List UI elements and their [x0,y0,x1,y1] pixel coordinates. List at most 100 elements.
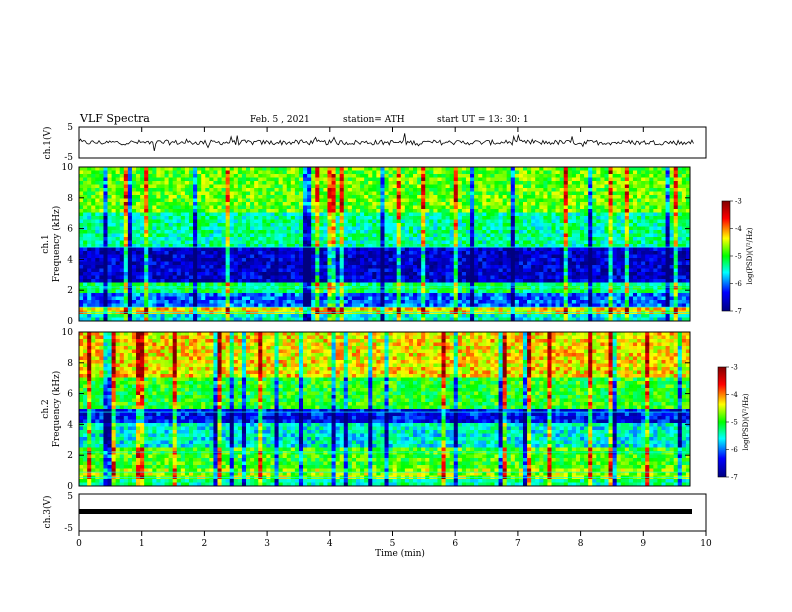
spectrogram-cell [123,265,129,269]
spectrogram-cell [95,233,100,238]
spectrogram-cell [225,202,231,206]
spectrogram-cell [115,240,121,245]
spectrogram-cell [620,237,626,241]
spectrogram-cell [486,219,491,224]
spectrogram-cell [360,202,365,206]
spectrogram-cell [620,191,626,196]
spectrogram-cell [290,223,296,227]
spectrogram-cell [107,254,112,259]
spectrogram-cell [441,170,446,175]
spectrogram-cell [551,184,556,189]
spectrogram-cell [95,181,100,185]
spectrogram-cell [535,268,540,273]
spectrogram-cell [575,279,581,283]
spectrogram-cell [107,184,112,189]
spectrogram-cell [604,244,609,248]
spectrogram-cell [372,237,377,241]
spectrogram-cell [502,191,508,196]
spectrogram-cell [368,244,373,248]
spectrogram-cell [486,174,491,178]
spectrogram-cell [453,272,459,276]
spectrogram-cell [522,226,528,231]
spectrogram-cell [527,275,532,280]
spectrogram-cell [661,237,666,241]
spectrogram-cell [123,191,129,196]
spectrogram-cell [514,279,520,283]
spectrogram-cell [294,170,300,175]
spectrogram-cell [665,195,671,199]
spectrogram-cell [531,195,536,199]
spectrogram-cell [254,272,259,276]
spectrogram-cell [347,174,353,178]
spectrogram-cell [347,167,353,171]
spectrogram-cell [539,191,544,196]
spectrogram-cell [136,258,141,262]
spectrogram-cell [205,202,210,206]
spectrogram-cell [563,181,569,185]
spectrogram-cell [575,181,581,185]
spectrogram-cell [588,191,593,196]
spectrogram-cell [79,205,84,210]
spectrogram-cell [136,198,141,203]
spectrogram-cell [470,237,475,241]
spectrogram-cell [449,167,455,171]
spectrogram-cell [168,184,174,189]
spectrogram-cell [527,202,532,206]
spectrogram-cell [453,198,459,203]
spectrogram-cell [107,279,112,283]
spectrogram-cell [250,237,255,241]
spectrogram-cell [91,198,96,203]
spectrogram-cell [518,275,524,280]
spectrogram-cell [559,188,565,192]
spectrogram-cell [400,167,406,171]
spectrogram-cell [580,212,585,217]
spectrogram-cell [343,275,349,280]
spectrogram-cell [641,202,646,206]
spectrogram-cell [168,254,174,259]
spectrogram-cell [486,216,491,220]
spectrogram-cell [303,251,308,255]
spectrogram-cell [136,205,141,210]
spectrogram-cell [567,275,573,280]
spectrogram-cell [641,216,646,220]
spectrogram-cell [290,279,296,283]
spectrogram-cell [681,279,687,283]
spectrogram-cell [136,177,141,182]
spectrogram-cell [364,209,369,213]
spectrogram-cell [616,272,622,276]
spectrogram-cell [685,195,691,199]
spectrogram-cell [164,240,170,245]
spectrogram-cell [160,188,165,192]
spectrogram-cell [506,240,512,245]
spectrogram-cell [262,244,267,248]
spectrogram-cell [148,254,153,259]
spectrogram-cell [645,244,650,248]
spectrogram-cell [254,258,259,262]
spectrogram-cell [380,226,385,231]
spectrogram-cell [445,212,451,217]
spectrogram-cell [152,282,157,287]
spectrogram-cell [637,177,642,182]
spectrogram-cell [575,254,581,259]
spectrogram-cell [376,261,381,266]
spectrogram-cell [531,219,536,224]
spectrogram-cell [624,191,630,196]
spectrogram-cell [616,202,622,206]
spectrogram-cell [111,230,117,234]
spectrogram-cell [681,167,687,171]
spectrogram-cell [669,188,675,192]
spectrogram-cell [95,202,100,206]
spectrogram-cell [588,174,593,178]
spectrogram-cell [543,254,548,259]
spectrogram-cell [596,219,601,224]
spectrogram-cell [225,174,231,178]
spectrogram-cell [282,240,288,245]
spectrogram-cell [176,282,182,287]
spectrogram-cell [331,268,337,273]
spectrogram-cell [437,244,442,248]
spectrogram-cell [498,198,504,203]
spectrogram-cell [620,233,626,238]
spectrogram-cell [404,167,410,171]
spectrogram-cell [119,188,125,192]
spectrogram-cell [657,244,662,248]
